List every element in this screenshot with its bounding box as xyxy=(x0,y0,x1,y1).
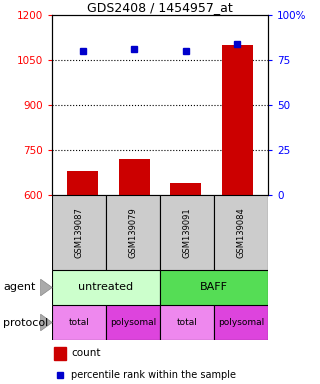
Text: GSM139091: GSM139091 xyxy=(182,207,191,258)
Title: GDS2408 / 1454957_at: GDS2408 / 1454957_at xyxy=(87,1,233,14)
Bar xyxy=(52,305,106,340)
Polygon shape xyxy=(41,279,52,296)
Bar xyxy=(106,195,160,270)
Text: agent: agent xyxy=(3,283,36,293)
Text: percentile rank within the sample: percentile rank within the sample xyxy=(71,370,236,380)
Bar xyxy=(52,195,106,270)
Text: GSM139084: GSM139084 xyxy=(236,207,245,258)
Bar xyxy=(170,183,201,195)
Text: total: total xyxy=(177,318,197,327)
Polygon shape xyxy=(41,314,52,331)
Bar xyxy=(214,305,268,340)
Text: GSM139079: GSM139079 xyxy=(129,207,138,258)
Bar xyxy=(68,171,98,195)
Text: polysomal: polysomal xyxy=(218,318,264,327)
Text: GSM139087: GSM139087 xyxy=(75,207,84,258)
Bar xyxy=(54,347,66,360)
Bar xyxy=(222,45,252,195)
Bar xyxy=(214,195,268,270)
Bar xyxy=(160,195,214,270)
Bar xyxy=(160,305,214,340)
Text: total: total xyxy=(68,318,89,327)
Bar xyxy=(52,270,160,305)
Text: untreated: untreated xyxy=(78,283,133,293)
Bar xyxy=(106,305,160,340)
Bar xyxy=(160,270,268,305)
Bar xyxy=(119,159,150,195)
Text: BAFF: BAFF xyxy=(200,283,228,293)
Text: protocol: protocol xyxy=(3,318,48,328)
Text: count: count xyxy=(71,348,101,358)
Text: polysomal: polysomal xyxy=(110,318,156,327)
